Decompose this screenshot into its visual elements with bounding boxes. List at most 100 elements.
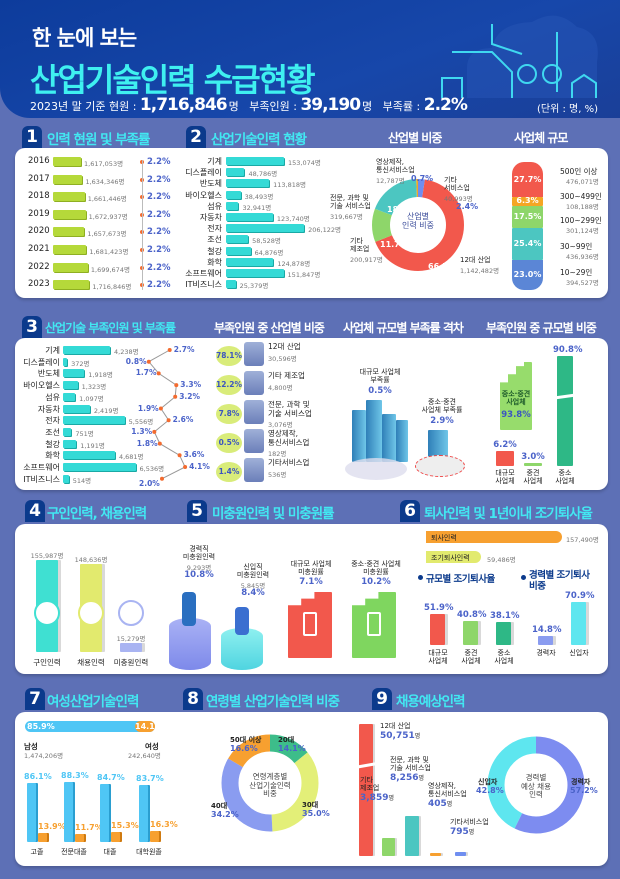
- smb-company-gap-pct: 2.9%: [430, 416, 454, 426]
- early-resign-bar: [426, 551, 481, 563]
- early-resign-rate-name: 대규모 사업체: [428, 649, 448, 666]
- shortage-rate-label: 1.7%: [135, 368, 157, 378]
- shortage-rate-label: 3.3%: [180, 380, 202, 390]
- hiring-value: 50,751명: [380, 731, 420, 741]
- shortage-value: 372명: [71, 359, 90, 368]
- industry-label: 전자: [207, 224, 222, 234]
- worker-illustration-icon: [244, 458, 264, 482]
- edu-name: 고졸: [30, 848, 44, 856]
- early-resign-rate-pct: 14.8%: [532, 625, 562, 636]
- industry-share-name: 영상제작, 통신서비스업: [268, 429, 310, 447]
- industry-share-count: 1,142,482명: [460, 267, 500, 275]
- shortage-value: 4,681명: [118, 453, 144, 462]
- industry-share-badge: 1.4%: [216, 462, 242, 482]
- age-pct: 34.2%: [211, 810, 239, 819]
- early-resign-rate-name: 중견 사업체: [461, 649, 481, 666]
- hiring-value-number: 3,859: [360, 793, 389, 803]
- hiring-bar: [430, 853, 441, 856]
- stat-shortage-label: 부족인원 :: [249, 100, 301, 113]
- resign-bar: [426, 531, 562, 543]
- industry-share-badge: 12.2%: [216, 375, 242, 395]
- male-pct: 85.9%: [27, 722, 55, 731]
- unfilled-label: 대규모 사업체 미충원률: [290, 560, 332, 577]
- size-share-name: 대규모 사업체: [495, 469, 515, 486]
- shortage-value: 1,097명: [79, 394, 104, 403]
- industry-share-count: 319,667명: [330, 213, 363, 221]
- shortage-rate-label: 1.3%: [131, 426, 153, 436]
- industry-share-name: 기타 제조업: [350, 237, 370, 254]
- shortage-rate: 2.2%: [147, 174, 171, 185]
- shortage-rate: 2.2%: [147, 245, 171, 255]
- shortage-rate-label: 0.8%: [125, 356, 147, 366]
- age-name: 30대: [302, 801, 319, 809]
- edu-female-bar: [111, 831, 120, 842]
- industry-bar: [226, 179, 270, 188]
- unfilled-pct: 10.8%: [184, 570, 214, 580]
- recruit-value: 15,279명: [116, 634, 146, 643]
- industry-value: 32,941명: [242, 203, 272, 212]
- headcount-value: 1,617,053명: [84, 160, 124, 168]
- industry-share-badge: 0.5%: [216, 433, 242, 453]
- company-size-segment: [512, 205, 543, 228]
- early-resign-value: 59,486명: [487, 556, 516, 564]
- company-size-name: 30~99인: [560, 242, 593, 251]
- early-resign-rate-name: 중소 사업체: [494, 649, 514, 666]
- industry-share-center: 산업별 인력 비중: [402, 212, 434, 231]
- worker-illustration-icon: [244, 429, 264, 453]
- newcomer-worker-icon: [235, 607, 249, 635]
- early-resign-label: 조기퇴사인력: [431, 554, 470, 562]
- industry-label: 섬유: [207, 201, 222, 211]
- industry-value: 124,878명: [277, 259, 311, 268]
- large-building-icon: [352, 410, 366, 462]
- industry-share-name: 기타 제조업: [268, 371, 305, 380]
- year-label: 2020: [28, 226, 50, 237]
- shortage-rate: 2.2%: [147, 192, 171, 203]
- edu-male-pct: 86.1%: [24, 772, 52, 782]
- career-early-title: 경력별 조기퇴사 비중: [529, 570, 590, 592]
- size-share-bar: [557, 356, 573, 466]
- edu-female-pct: 13.9%: [38, 821, 66, 831]
- section-5-title: 미충원인력 및 미충원률: [212, 506, 335, 522]
- industry-label: 조선: [207, 235, 222, 245]
- company-size-name: 100~299인: [560, 216, 602, 225]
- career-pct: 42.8%: [476, 786, 504, 795]
- edu-name: 대학원졸: [136, 848, 162, 856]
- early-resign-rate-bar: [430, 613, 445, 645]
- recruit-value: 155,987명: [30, 552, 64, 560]
- age-donut-center: 연령계층별 산업기술인력 비중: [249, 772, 291, 799]
- bullet-icon: [418, 575, 423, 580]
- industry-label: 바이오헬스: [185, 190, 222, 200]
- year-label: 2021: [28, 244, 50, 254]
- industry-share-pct: 18.6%: [387, 205, 415, 214]
- industry-bar: [226, 280, 236, 289]
- large-building-icon: [366, 400, 382, 462]
- industry-share-pct: 11.7%: [380, 240, 408, 249]
- smb-group-label: 중소·중견 사업체: [501, 390, 531, 407]
- industry-share-count: 40,993명: [444, 195, 473, 203]
- headcount-value: 1,657,673명: [87, 230, 127, 239]
- hiring-bar: [359, 724, 373, 856]
- size-share-pct: 90.8%: [553, 345, 583, 355]
- hiring-name: 기타서비스업: [450, 818, 489, 826]
- edu-female-pct: 16.3%: [150, 819, 178, 829]
- shortage-value: 6,536명: [139, 465, 165, 473]
- age-name: 50대 이상: [230, 736, 262, 744]
- industry-share-count: 3,076명: [268, 421, 293, 429]
- unfilled-pct: 7.1%: [299, 577, 323, 587]
- company-size-pct: 23.0%: [513, 270, 542, 280]
- male-share-bar: [25, 721, 155, 732]
- shortage-industry-label: 반도체: [37, 369, 60, 379]
- year-label: 2017: [28, 173, 50, 184]
- industry-share-name: 12대 산업: [460, 256, 491, 264]
- stat-rate-label: 부족률 :: [382, 100, 424, 113]
- edu-male-bar: [100, 784, 109, 842]
- unfilled-label: 경력직 미충원인력: [182, 545, 216, 562]
- shortage-industry-label: 자동차: [37, 404, 60, 414]
- shortage-industry-label: 소프트웨어: [23, 463, 60, 472]
- industry-bar: [226, 168, 245, 177]
- industry-bar: [226, 157, 284, 165]
- year-label: 2019: [28, 208, 50, 219]
- company-size-pct: 17.5%: [513, 211, 542, 221]
- hiring-name: 전문, 과학 및 기술 서비스업: [390, 756, 431, 773]
- industry-share-count: 182명: [268, 450, 287, 458]
